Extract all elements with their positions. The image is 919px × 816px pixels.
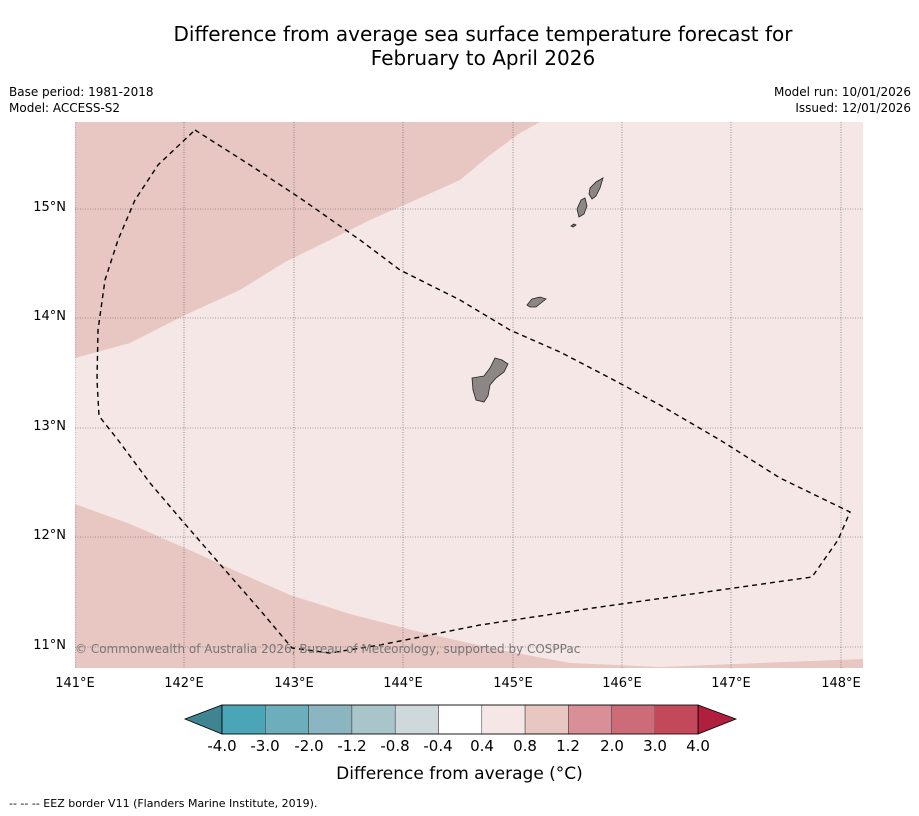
map-area bbox=[75, 122, 863, 668]
colorbar-frame bbox=[221, 704, 699, 735]
colorbar-bin-10 bbox=[611, 704, 656, 735]
colorbar-bin-5 bbox=[394, 704, 439, 735]
lat-label-11: 11°N bbox=[33, 638, 66, 653]
colorbar-bin-11 bbox=[655, 705, 698, 734]
islands bbox=[471, 177, 604, 403]
colorbar-bin-6 bbox=[438, 704, 483, 735]
lat-label-14: 14°N bbox=[33, 309, 66, 324]
model-run: Model run: 10/01/2026 bbox=[773, 85, 911, 99]
colorbar-label: Difference from average (°C) bbox=[336, 764, 583, 784]
title-line-1: Difference from average sea surface temp… bbox=[173, 22, 793, 46]
cb-tick-4: -1.2 bbox=[337, 737, 367, 755]
colorbar bbox=[183, 704, 738, 735]
cb-tick-3: -2.0 bbox=[294, 737, 324, 755]
colorbar-bin-8 bbox=[524, 704, 569, 735]
lat-label-15: 15°N bbox=[33, 200, 66, 215]
meta-right: Model run: 10/01/2026 Issued: 12/01/2026 bbox=[774, 84, 911, 116]
lat-label-13: 13°N bbox=[33, 419, 66, 434]
colorbar-bin-2 bbox=[265, 704, 309, 735]
colorbar-extend-high bbox=[697, 704, 738, 735]
chart-title: Difference from average sea surface temp… bbox=[0, 22, 919, 70]
lon-label-147: 147°E bbox=[711, 676, 751, 691]
cb-tick-5: -0.8 bbox=[380, 737, 410, 755]
cb-tick-12: 4.0 bbox=[686, 737, 710, 755]
title-line-2: February to April 2026 bbox=[370, 46, 596, 70]
cb-tick-6: -0.4 bbox=[423, 737, 453, 755]
lat-label-12: 12°N bbox=[33, 528, 66, 543]
island-tinian bbox=[576, 197, 588, 218]
eez-border bbox=[96, 129, 851, 654]
island-rota bbox=[526, 296, 547, 308]
cb-tick-1: -4.0 bbox=[207, 737, 237, 755]
lon-label-145: 145°E bbox=[493, 676, 533, 691]
base-period: Base period: 1981-2018 bbox=[9, 85, 154, 99]
colorbar-bin-7 bbox=[481, 704, 526, 735]
lon-label-148: 148°E bbox=[821, 676, 861, 691]
colorbar-bin-3 bbox=[308, 704, 353, 735]
island-aguijan bbox=[570, 223, 577, 228]
lon-label-146: 146°E bbox=[602, 676, 642, 691]
meta-left: Base period: 1981-2018 Model: ACCESS-S2 bbox=[9, 84, 154, 116]
eez-legend-footnote: -- -- -- EEZ border V11 (Flanders Marine… bbox=[9, 797, 318, 810]
lon-label-142: 142°E bbox=[164, 676, 204, 691]
anomaly-region-lower-left bbox=[75, 504, 863, 668]
model-name: Model: ACCESS-S2 bbox=[9, 101, 121, 115]
colorbar-extend-low bbox=[183, 704, 223, 735]
colorbar-bin-4 bbox=[351, 704, 396, 735]
cb-tick-11: 3.0 bbox=[643, 737, 667, 755]
cb-tick-9: 1.2 bbox=[556, 737, 580, 755]
colorbar-bin-9 bbox=[568, 704, 612, 735]
copyright-notice: © Commonwealth of Australia 2026, Bureau… bbox=[75, 642, 581, 656]
cb-tick-7: 0.4 bbox=[470, 737, 494, 755]
cb-tick-2: -3.0 bbox=[250, 737, 280, 755]
island-guam bbox=[471, 357, 509, 403]
lon-label-144: 144°E bbox=[383, 676, 423, 691]
anomaly-region-upper-left bbox=[75, 122, 540, 358]
island-saipan bbox=[588, 177, 604, 200]
cb-tick-10: 2.0 bbox=[600, 737, 624, 755]
gridlines bbox=[75, 122, 863, 668]
issued-date: Issued: 12/01/2026 bbox=[795, 101, 911, 115]
colorbar-bin-1 bbox=[221, 704, 266, 735]
lon-label-143: 143°E bbox=[274, 676, 314, 691]
lon-label-141: 141°E bbox=[55, 676, 95, 691]
cb-tick-8: 0.8 bbox=[513, 737, 537, 755]
